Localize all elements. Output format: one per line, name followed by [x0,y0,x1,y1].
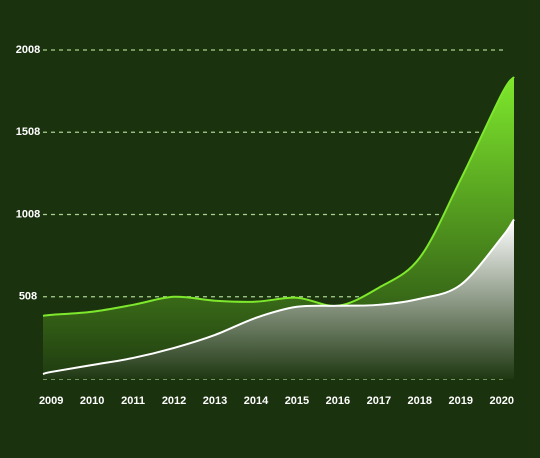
y-tick-label: 2008 [16,44,40,56]
x-tick-label: 2018 [408,395,432,407]
x-tick-label: 2009 [39,395,63,407]
x-tick-label: 2017 [367,395,391,407]
y-tick-label: 508 [19,291,37,303]
area [43,219,514,379]
line [42,76,515,317]
x-tick-label: 2011 [121,395,145,407]
y-tick-label: 1508 [16,126,40,138]
x-tick-label: 2010 [80,395,104,407]
x-tick-label: 2015 [285,395,309,407]
y-tick-label: 1008 [16,208,40,220]
x-tick-label: 2016 [326,395,350,407]
x-tick-label: 2013 [203,395,227,407]
x-tick-label: 2012 [162,395,186,407]
x-tick-label: 2014 [244,395,269,407]
x-tick-label: 2020 [489,395,513,407]
x-tick-label: 2019 [449,395,473,407]
line [42,218,515,376]
